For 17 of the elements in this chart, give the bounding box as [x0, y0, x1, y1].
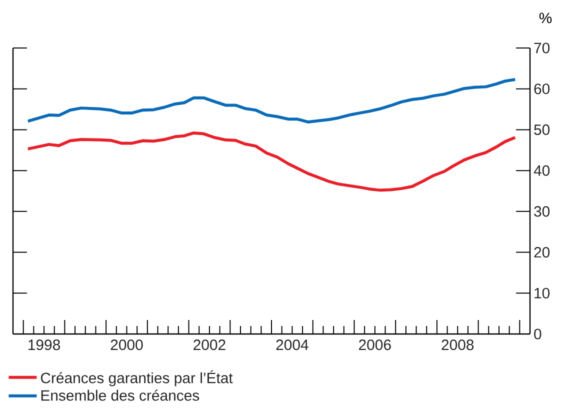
y-tick-label: 10 — [534, 288, 550, 298]
legend-label: Créances garanties par l’État — [40, 370, 233, 386]
x-tick-label: 2002 — [194, 340, 226, 350]
y-tick-label: 20 — [534, 246, 550, 258]
x-tick-label: 2000 — [110, 340, 143, 350]
y-tick-label: 40 — [534, 165, 550, 176]
x-tick-label: 2006 — [359, 340, 391, 350]
y-tick-label: 60 — [534, 84, 550, 94]
x-tick-label: 2004 — [276, 340, 308, 350]
x-tick-label: 2008 — [442, 340, 474, 350]
x-tick-label: 1998 — [28, 340, 60, 350]
y-tick-label: 50 — [534, 124, 550, 135]
legend-label: Ensemble des créances — [41, 390, 200, 401]
y-tick-label: 30 — [534, 206, 550, 217]
y-axis-title: % — [539, 12, 552, 24]
y-tick-label: 0 — [534, 328, 542, 340]
y-tick-label: 70 — [534, 42, 550, 54]
